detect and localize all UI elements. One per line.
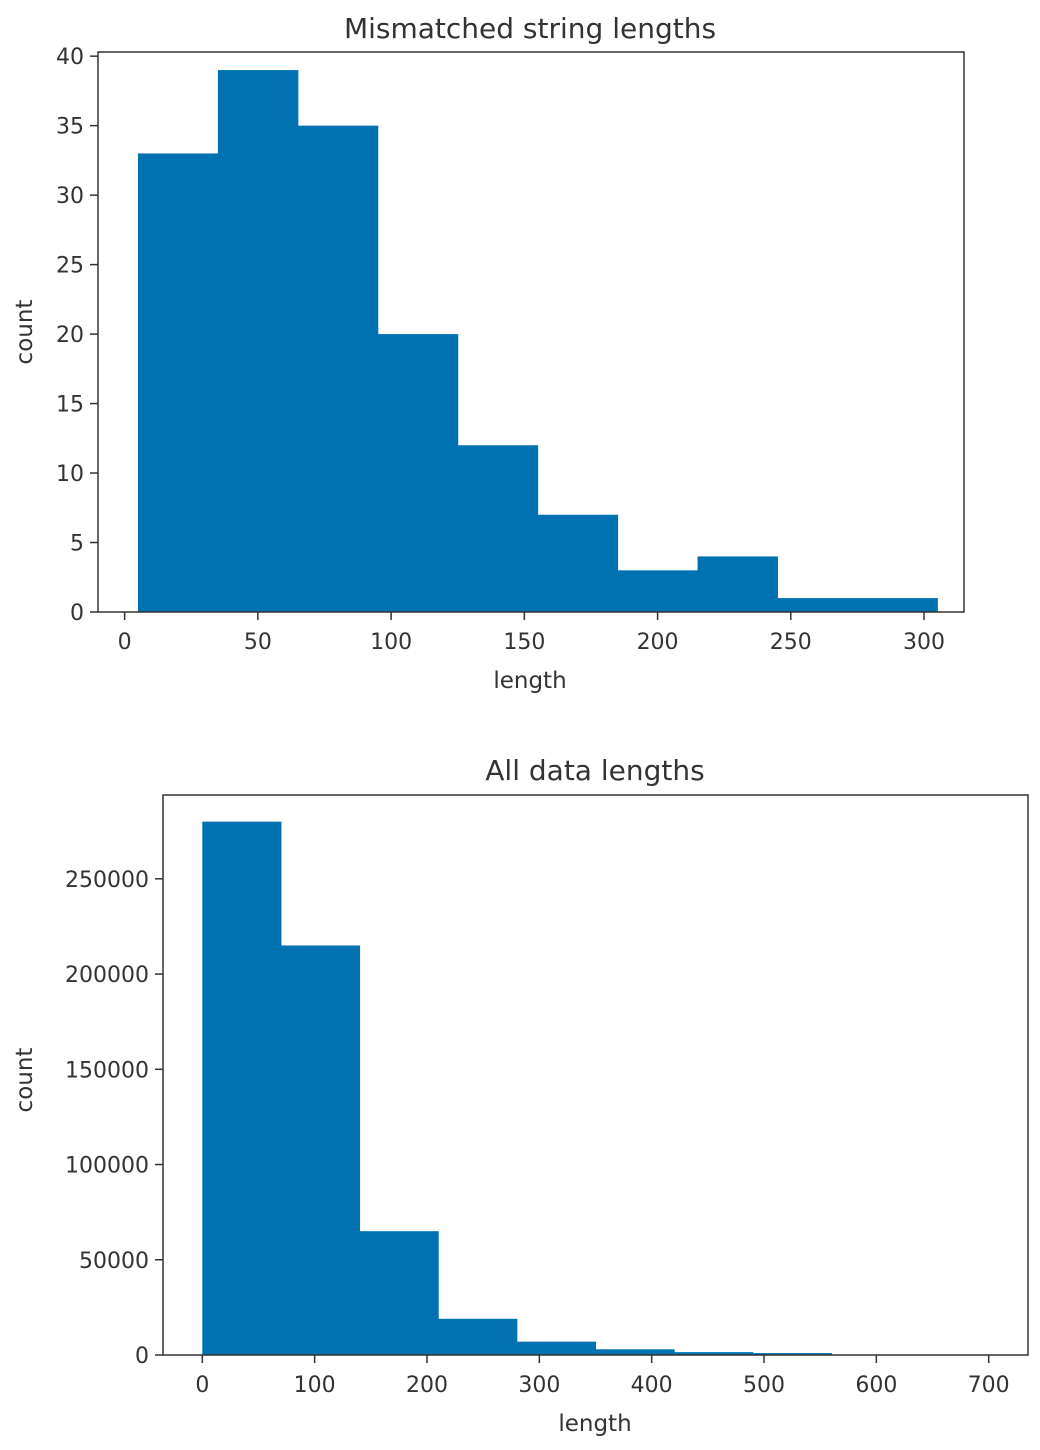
mismatched-lengths-histogram: Mismatched string lengths 0 50 100 150 200 25… — [12, 12, 965, 694]
x-tick-label: 0 — [118, 630, 132, 655]
y-ticks: 0 50000 100000 150000 200000 250000 — [65, 868, 163, 1369]
bars — [202, 821, 832, 1355]
y-ticks: 0 5 10 15 20 25 30 35 40 — [56, 45, 98, 626]
y-tick-label: 10 — [56, 462, 84, 487]
x-tick-label: 200 — [637, 630, 679, 655]
plot-frame — [162, 794, 1029, 1356]
y-tick-label: 0 — [70, 601, 84, 626]
histogram-bar — [697, 556, 778, 612]
x-tick-label: 500 — [743, 1373, 785, 1398]
histogram-bar — [202, 821, 282, 1355]
histogram-bar — [297, 125, 379, 612]
x-axis-label: length — [558, 1411, 631, 1437]
x-tick-label: 100 — [370, 630, 412, 655]
y-tick-label: 5 — [70, 532, 84, 557]
x-ticks: 0 50 100 150 200 250 300 — [118, 612, 945, 655]
y-axis-label: count — [12, 1048, 38, 1113]
y-tick-label: 100000 — [65, 1154, 149, 1179]
histogram-bar — [377, 334, 459, 612]
y-tick-label: 30 — [56, 184, 84, 209]
y-tick-label: 25 — [56, 254, 84, 279]
y-tick-label: 35 — [56, 115, 84, 140]
all-data-lengths-histogram: All data lengths 0 100 200 300 400 500 600 700 … — [12, 754, 1029, 1437]
x-tick-label: 0 — [195, 1373, 209, 1398]
histogram-bar — [280, 945, 361, 1355]
x-tick-label: 700 — [968, 1373, 1010, 1398]
x-tick-label: 600 — [855, 1373, 897, 1398]
histogram-bar — [438, 1318, 518, 1355]
histogram-bar — [217, 70, 299, 612]
histogram-bar — [777, 598, 858, 612]
histogram-bar — [752, 1353, 832, 1355]
x-tick-label: 300 — [903, 630, 945, 655]
histogram-bar — [457, 445, 539, 612]
y-tick-label: 40 — [56, 45, 84, 70]
histogram-bar — [674, 1352, 754, 1355]
y-tick-label: 250000 — [65, 868, 149, 893]
y-tick-label: 15 — [56, 393, 84, 418]
y-tick-label: 200000 — [65, 963, 149, 988]
bars — [137, 70, 938, 612]
histogram-bar — [137, 153, 219, 612]
x-tick-label: 200 — [406, 1373, 448, 1398]
y-tick-label: 50000 — [79, 1249, 149, 1274]
histogram-bar — [617, 570, 699, 612]
y-tick-label: 0 — [135, 1344, 149, 1369]
histogram-bar — [857, 598, 938, 612]
x-ticks: 0 100 200 300 400 500 600 700 — [195, 1355, 1010, 1398]
x-axis-label: length — [493, 668, 566, 694]
y-axis-label: count — [12, 300, 38, 365]
x-tick-label: 150 — [503, 630, 545, 655]
x-tick-label: 400 — [631, 1373, 673, 1398]
histogram-bar — [595, 1349, 675, 1355]
x-tick-label: 300 — [518, 1373, 560, 1398]
histogram-bar — [537, 514, 619, 612]
histogram-bar — [359, 1231, 439, 1355]
plot-frame — [97, 51, 965, 613]
histogram-bar — [516, 1341, 596, 1355]
y-tick-label: 20 — [56, 323, 84, 348]
chart-title: All data lengths — [485, 754, 704, 787]
x-tick-label: 100 — [294, 1373, 336, 1398]
x-tick-label: 50 — [244, 630, 272, 655]
chart-title: Mismatched string lengths — [344, 12, 716, 45]
x-tick-label: 250 — [770, 630, 812, 655]
y-tick-label: 150000 — [65, 1058, 149, 1083]
